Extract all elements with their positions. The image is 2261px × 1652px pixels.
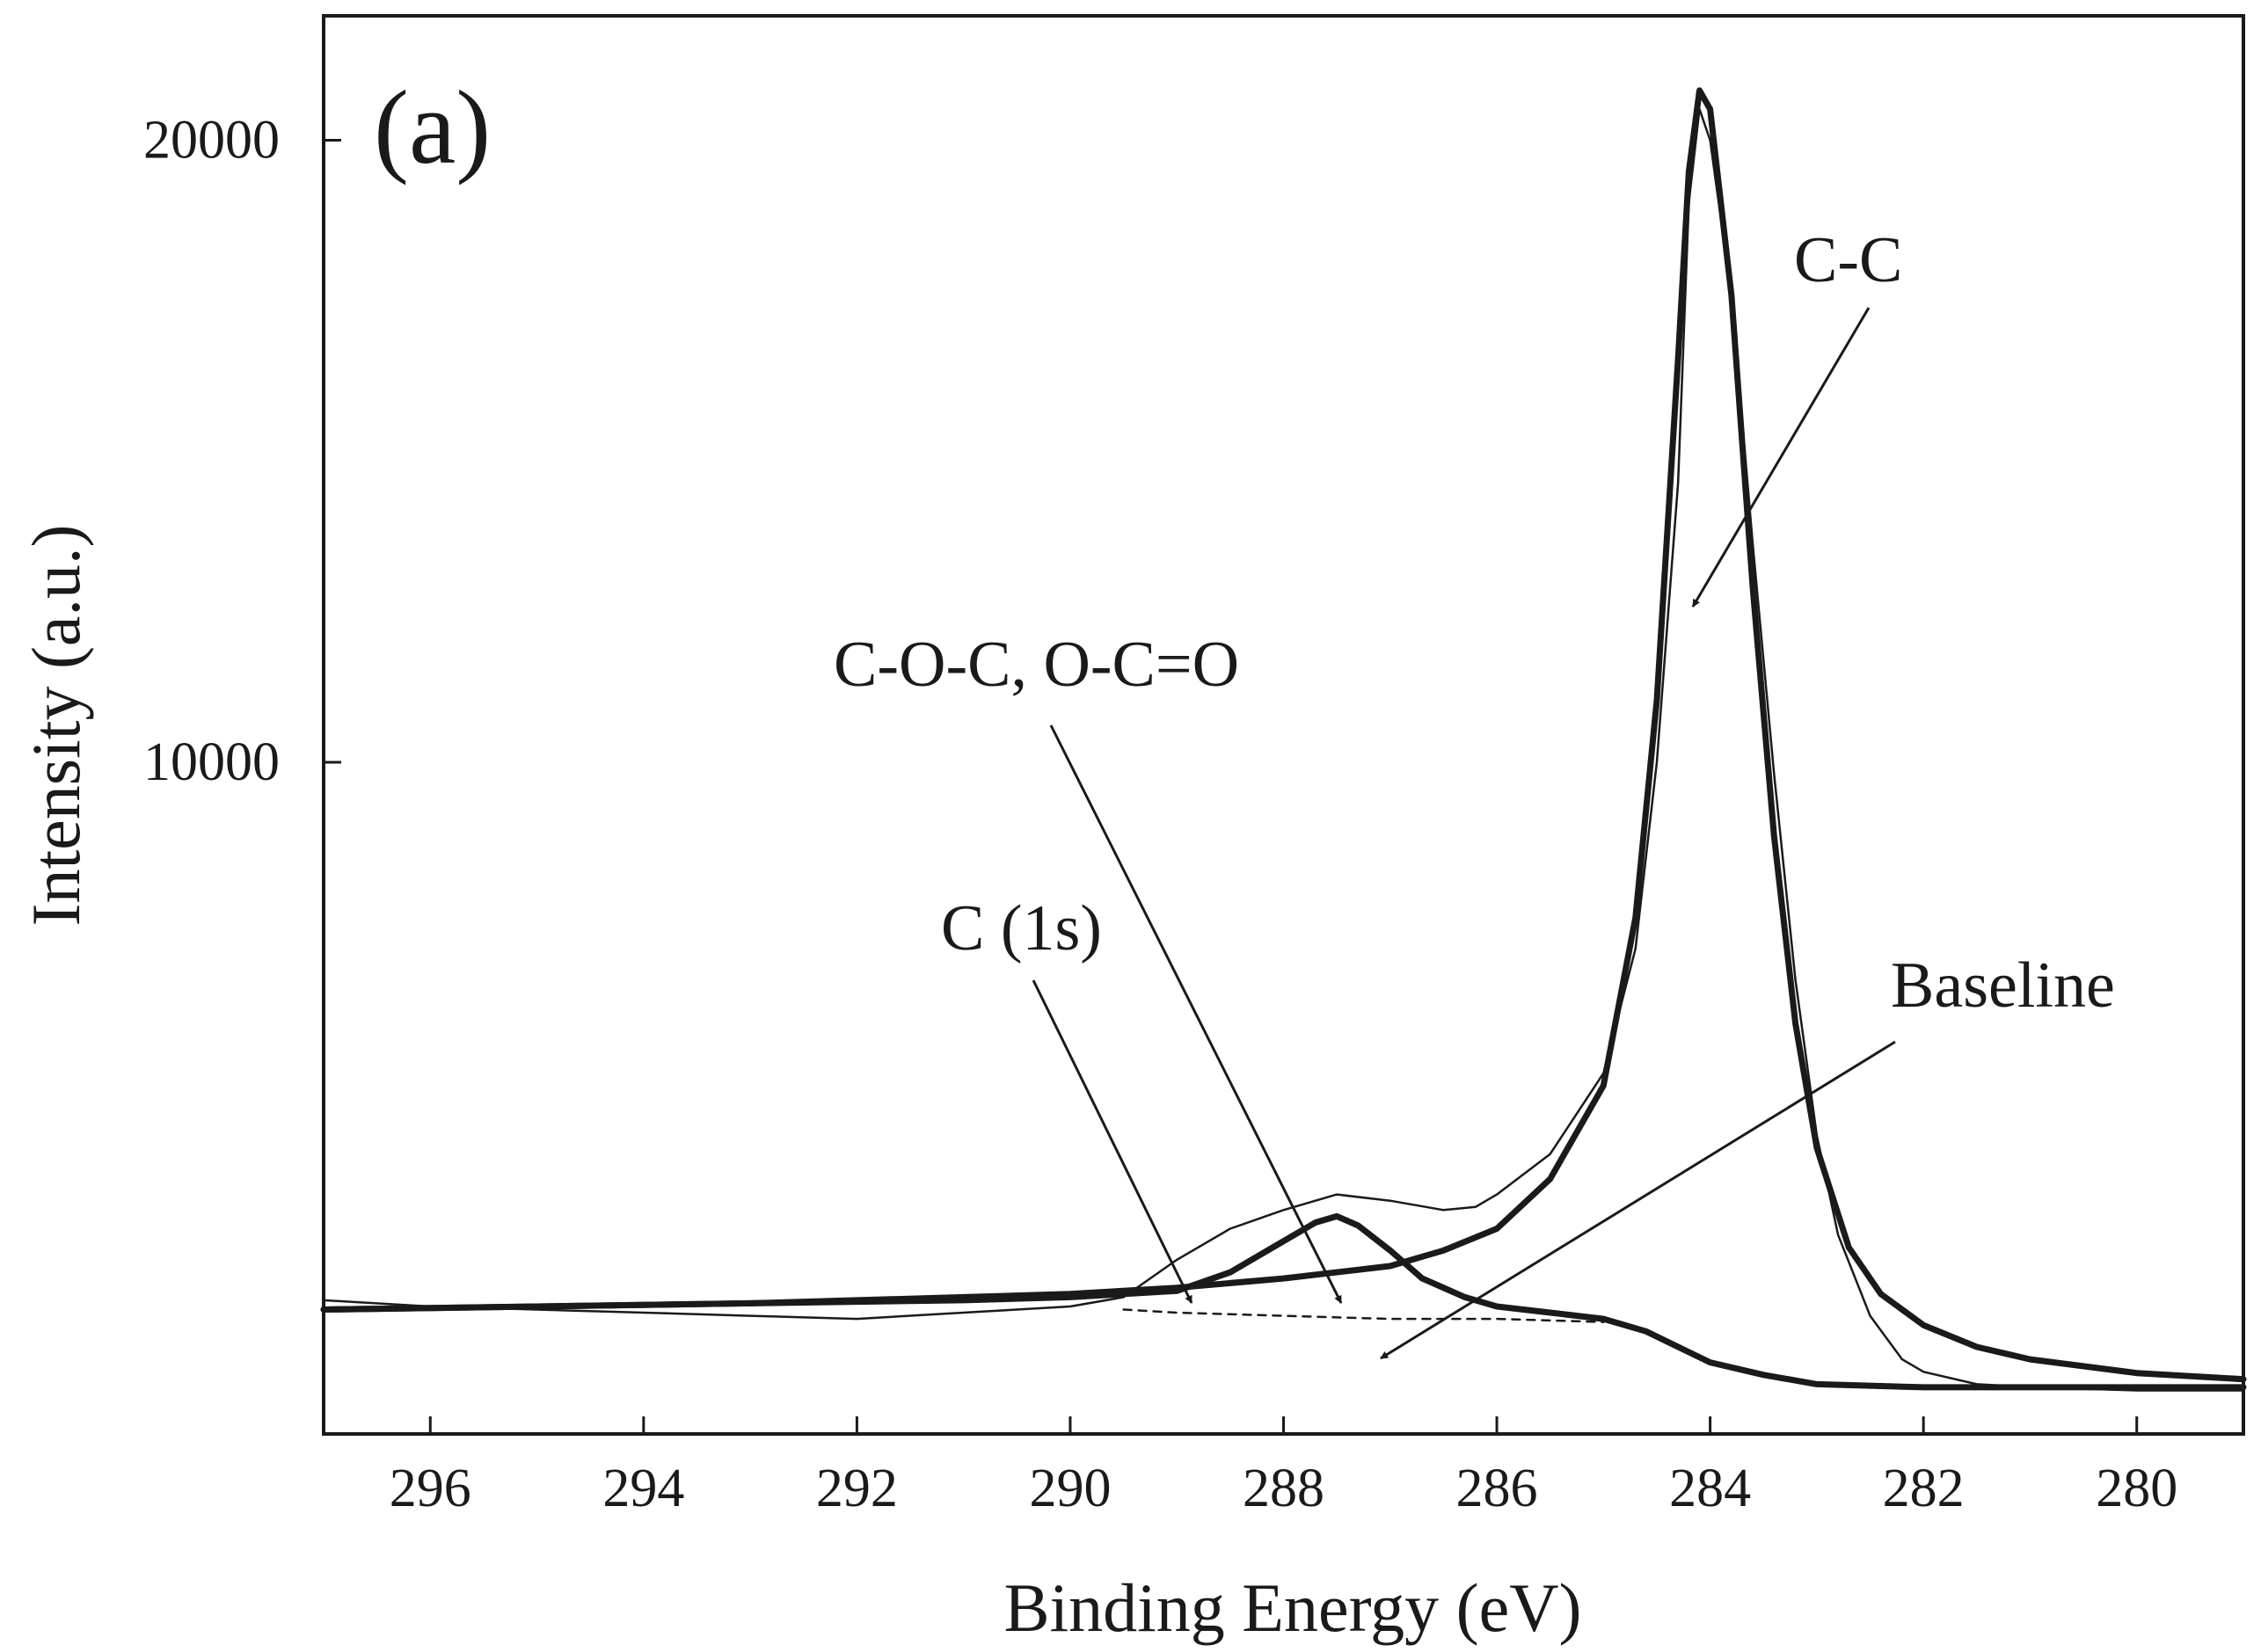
- plot-frame: [322, 14, 2245, 1436]
- y-axis-title: Intensity (a.u.): [18, 524, 94, 926]
- x-tick-label: 284: [1669, 1459, 1751, 1518]
- panel-label: (a): [374, 69, 491, 186]
- series-line-c-c: [320, 87, 2247, 1383]
- series-line-c-o-c-o-c-o: [320, 1212, 2247, 1391]
- x-tick-label: 280: [2096, 1459, 2177, 1518]
- arrow-c-1s: [1032, 979, 1193, 1304]
- y-axis-ticks: 10000 20000: [143, 110, 341, 792]
- x-tick-label: 294: [602, 1459, 684, 1518]
- x-axis-ticks: 296 294 292 290 288 286 284 282 280: [390, 1416, 2177, 1518]
- y-tick-label: 20000: [143, 110, 280, 170]
- annotation-baseline: Baseline: [1891, 950, 2115, 1022]
- series-layer: [320, 87, 2247, 1392]
- x-tick-label: 286: [1456, 1459, 1538, 1518]
- y-tick-label: 10000: [143, 732, 280, 792]
- x-tick-label: 296: [390, 1459, 471, 1518]
- x-tick-label: 282: [1883, 1459, 1965, 1518]
- annotation-c-c: C-C: [1794, 224, 1902, 296]
- arrow-c-c: [1691, 307, 1871, 608]
- x-tick-label: 288: [1243, 1459, 1324, 1518]
- annotation-arrows: [1032, 307, 1896, 1360]
- arrow-baseline: [1380, 1040, 1896, 1360]
- arrow-c-o-c: [1049, 724, 1343, 1304]
- x-tick-label: 292: [816, 1459, 898, 1518]
- x-tick-label: 290: [1029, 1459, 1111, 1518]
- series-line-c-1s: [322, 107, 2245, 1392]
- annotation-c-1s: C (1s): [941, 892, 1102, 964]
- annotation-c-o-c-o-c-o: C-O-C, O-C=O: [834, 629, 1239, 701]
- series-line-baseline: [1122, 1308, 1605, 1323]
- x-axis-title: Binding Energy (eV): [1003, 1569, 1581, 1646]
